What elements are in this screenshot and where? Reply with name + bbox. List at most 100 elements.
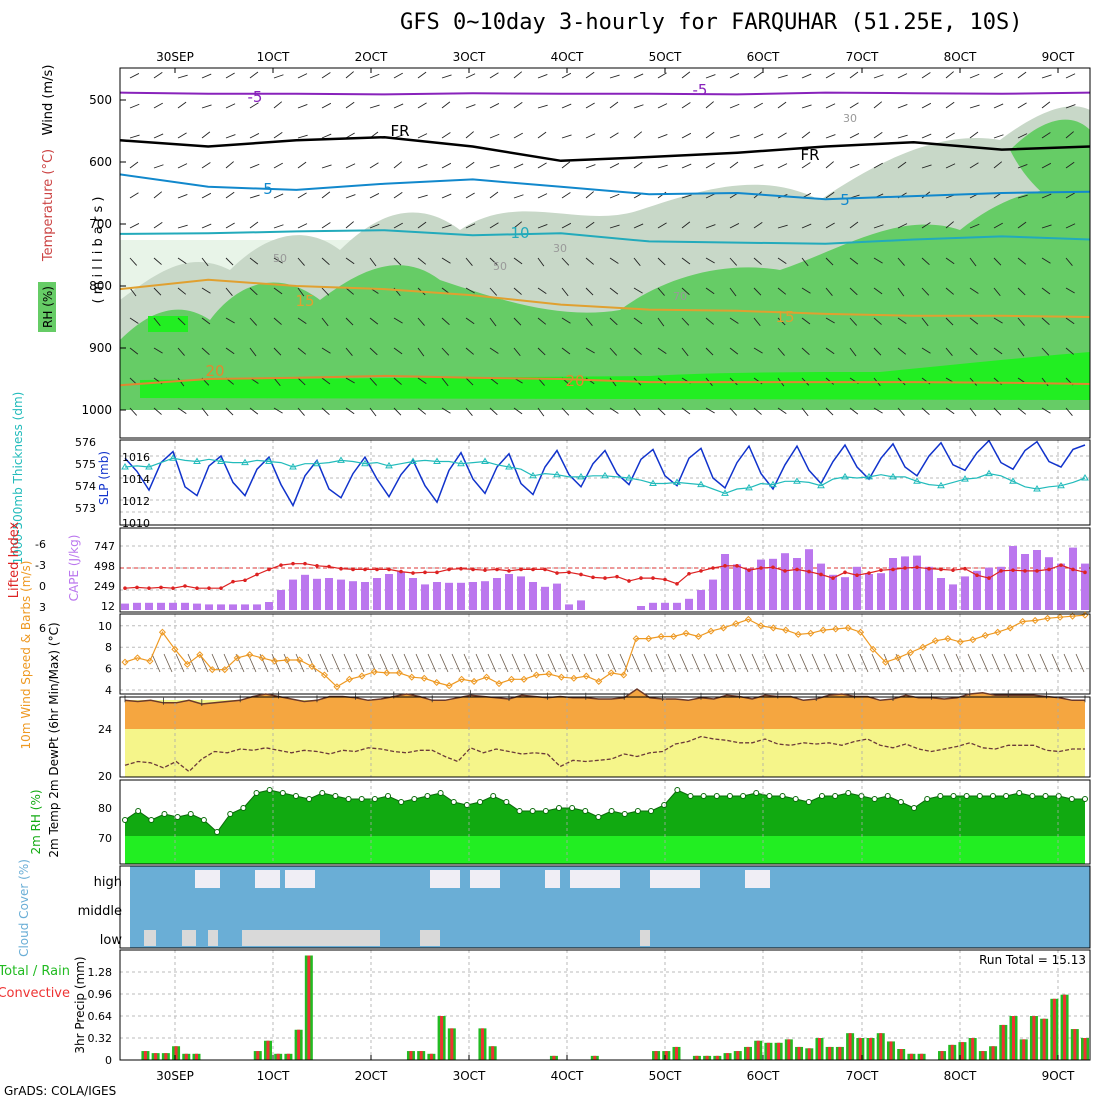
thickness-marker — [289, 463, 297, 470]
surface-wind-barb — [355, 653, 365, 673]
rh2m-marker — [661, 802, 668, 808]
cape-bar — [541, 586, 549, 610]
rh2m-marker — [503, 799, 510, 805]
slp-tick-2: 1012 — [122, 495, 150, 508]
precip-tick-0: 1.28 — [88, 966, 113, 979]
contour-label-5-1: 20 — [565, 372, 584, 390]
wind-barb — [321, 191, 331, 199]
cape-bar — [937, 578, 945, 610]
wind-barb — [705, 224, 716, 229]
wind-barb — [441, 347, 450, 356]
wind-barb — [513, 347, 521, 357]
wind-barb — [249, 347, 257, 357]
wind-speed-marker — [807, 629, 815, 637]
wind-barb — [969, 347, 978, 356]
wind-speed-marker — [732, 620, 740, 628]
wind-barb — [1017, 317, 1025, 326]
wind-barb — [777, 132, 787, 139]
surface-wind-barb — [1063, 653, 1073, 673]
wind-speed-marker — [595, 677, 603, 685]
wind-barb — [465, 317, 475, 325]
contour-label-4-0: 15 — [295, 292, 314, 310]
lifted-index-marker — [627, 579, 631, 583]
surface-wind-barb — [571, 653, 581, 673]
wind-barb — [345, 71, 354, 79]
rh-green-band — [120, 190, 1090, 410]
wind-barb — [849, 133, 860, 139]
wind-barb — [1041, 74, 1052, 79]
wind-speed-marker — [370, 668, 378, 676]
wind-barb — [417, 102, 427, 109]
lifted-index-marker — [147, 586, 151, 590]
wind-barb — [945, 101, 955, 109]
wind-barb — [681, 221, 691, 229]
wind-barb — [273, 287, 283, 295]
wind-barb — [849, 71, 859, 79]
wind-barb — [369, 257, 377, 267]
rh2m-marker — [529, 808, 536, 814]
lifted-index-marker — [759, 566, 763, 570]
wind-barb — [993, 317, 1003, 324]
lifted-index-marker — [495, 567, 499, 572]
cape-bar — [1069, 547, 1077, 610]
wind-barb — [513, 407, 523, 415]
wind-barb — [249, 71, 259, 79]
wind-barb — [249, 317, 258, 326]
wind-barb — [225, 287, 233, 296]
wind-barb — [441, 317, 450, 326]
wind-barb — [561, 222, 572, 229]
wind-barb — [129, 347, 139, 355]
top-x-label-3: 3OCT — [453, 50, 486, 64]
precip-total-legend: Total / Rain — [0, 964, 70, 979]
precip-convective-bar — [1063, 994, 1067, 1060]
rh2m-marker — [345, 796, 352, 802]
wind-barb — [921, 257, 930, 266]
lifted-index-marker — [663, 577, 667, 582]
high-cloud-gap — [285, 870, 315, 888]
thickness-axis-label: 1000-500mb Thickness (dm) — [11, 392, 25, 565]
wind-barb — [465, 223, 476, 229]
wind-barb — [873, 101, 883, 109]
wind-speed-marker — [545, 670, 553, 678]
wind-barb — [969, 223, 980, 229]
wind-barb — [753, 222, 763, 229]
precip-convective-bar — [1032, 1016, 1036, 1060]
wind-barb — [609, 74, 620, 79]
thickness-marker — [961, 475, 969, 482]
wind-barb — [825, 103, 836, 109]
wind-barb — [825, 317, 835, 324]
wind-barb — [801, 287, 811, 294]
thickness-marker — [985, 469, 993, 477]
wind-barb — [849, 257, 859, 265]
wind-barb — [537, 347, 546, 356]
thickness-tick-2: 574 — [75, 480, 96, 493]
wind-barb — [393, 161, 403, 169]
cape-bar — [817, 563, 825, 610]
slp-axis-label: SLP (mb) — [97, 451, 111, 505]
precip-convective-bar — [848, 1033, 852, 1060]
wind-barb — [345, 101, 355, 109]
thickness-marker — [1009, 477, 1017, 484]
lifted-index-marker — [411, 571, 415, 575]
wind-barb — [153, 191, 163, 199]
thickness-marker — [481, 457, 489, 464]
precip-convective-bar — [971, 1038, 975, 1060]
slp-tick-1: 1014 — [122, 473, 150, 486]
wind-barb — [129, 161, 139, 169]
cloud-tick-middle: middle — [78, 904, 122, 919]
temp-contour-15 — [119, 278, 1091, 318]
precip-convective-bar — [276, 1053, 280, 1060]
wind-barb — [297, 377, 306, 386]
lifted-index-marker — [807, 569, 811, 574]
precip-frame — [119, 949, 1091, 1061]
lifted-index-marker — [951, 568, 955, 572]
precip-convective-bar — [256, 1051, 260, 1060]
pressure-axis-label: ( m i l l i b a r s ) — [91, 197, 106, 304]
cape-bar — [181, 602, 189, 610]
cape-bar — [505, 574, 513, 610]
wind-barb — [513, 194, 524, 199]
wind-barb — [321, 257, 330, 266]
wind-barb — [273, 347, 282, 356]
cape-bar — [241, 604, 249, 610]
wind-barb — [681, 163, 692, 169]
